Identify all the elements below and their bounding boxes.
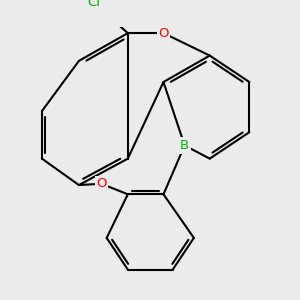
Text: B: B [180, 139, 189, 152]
Text: Cl: Cl [87, 0, 100, 9]
Text: O: O [96, 177, 106, 190]
Text: O: O [158, 27, 169, 40]
